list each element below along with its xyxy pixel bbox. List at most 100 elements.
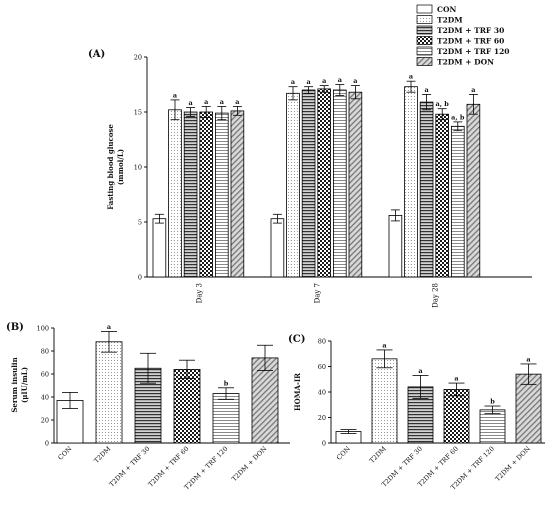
significance-label: a: [306, 78, 311, 86]
panel-label: (B): [6, 322, 24, 333]
significance-label: a: [107, 323, 112, 331]
significance-label: b: [490, 398, 495, 406]
significance-label: a: [322, 77, 327, 85]
bar: [348, 91, 363, 278]
bar: [466, 103, 481, 278]
significance-label: a: [424, 86, 429, 94]
legend-swatch: [416, 57, 433, 66]
y-tick-label: 80: [41, 348, 49, 356]
significance-label: a: [291, 78, 296, 86]
y-tick-label: 20: [41, 417, 49, 425]
bar: [286, 92, 300, 278]
bar: [332, 89, 347, 278]
y-tick-label: 60: [41, 371, 49, 379]
x-tick-label: Day 3: [195, 283, 203, 303]
significance-label: a: [235, 98, 240, 106]
y-axis-label: HOMA-IR: [293, 373, 302, 411]
bar: [479, 409, 506, 444]
chart-serum-insulin: 0 20 40 60 80 100 (B) Serum insulin (μIU/mL) CON a…: [6, 322, 290, 492]
legend-item: T2DM + TRF 60: [416, 36, 504, 46]
x-tick-label: Day 28: [431, 283, 439, 308]
bar: [212, 393, 240, 444]
y-tick-label: 40: [41, 394, 49, 402]
legend-label: T2DM + TRF 60: [437, 37, 504, 46]
x-tick-label: T2DM + TRF 30: [108, 445, 152, 489]
y-tick-label: 15: [134, 109, 142, 117]
y-tick-label: 5: [138, 219, 142, 227]
y-axis-unit: (μIU/mL): [20, 367, 29, 403]
legend-item: CON: [416, 4, 457, 14]
bar: [435, 113, 449, 278]
y-tick-label: 0: [322, 440, 326, 448]
legend-swatch: [416, 4, 433, 14]
legend-label: T2DM + DON: [437, 58, 494, 67]
x-tick-label: CON: [335, 445, 352, 462]
bar: [214, 112, 229, 278]
bar: [251, 357, 279, 444]
bar: [230, 110, 245, 278]
bar: [404, 86, 418, 278]
legend-label: T2DM: [437, 16, 463, 25]
bar: [183, 111, 198, 278]
y-tick-label: 0: [138, 274, 142, 282]
x-tick-label: T2DM + DON: [230, 445, 269, 484]
y-tick-label: 10: [134, 164, 142, 172]
x-tick-label: T2DM + TRF 120: [183, 445, 230, 492]
significance-label: a: [382, 341, 387, 349]
significance-label: a: [204, 98, 209, 106]
legend-swatch: [416, 36, 433, 45]
y-tick-label: 80: [318, 338, 326, 346]
significance-label: a, b: [451, 113, 465, 121]
y-tick-label: 100: [37, 325, 49, 333]
y-tick-label: 0: [45, 440, 49, 448]
bar: [270, 218, 285, 278]
legend-label: T2DM + TRF 30: [437, 26, 504, 35]
significance-label: a: [418, 367, 423, 375]
y-tick-label: 60: [318, 363, 326, 371]
x-tick-label: CON: [56, 445, 73, 462]
bar: [199, 111, 214, 278]
y-axis-unit: (mmol/L): [116, 149, 125, 185]
bar: [450, 125, 465, 278]
bar: [168, 109, 182, 278]
significance-label: a, b: [436, 100, 450, 108]
significance-label: a: [471, 86, 476, 94]
x-tick-label: T2DM + TRF 60: [147, 445, 191, 489]
legend-swatch: [416, 25, 433, 35]
chart-fasting-blood-glucose: 0 5 10 15 20 (A) Fasting blood glucose (mmol/L)…: [88, 49, 532, 308]
significance-label: a: [409, 73, 414, 81]
significance-label: a: [454, 375, 459, 383]
y-axis-label: Fasting blood glucose: [106, 124, 115, 210]
bar: [95, 341, 123, 444]
significance-label: b: [224, 379, 229, 387]
x-tick-label: Day 7: [313, 283, 321, 303]
y-tick-label: 40: [318, 389, 326, 397]
legend-label: T2DM + TRF 120: [437, 47, 510, 56]
x-tick-label: T2DM + DON: [494, 445, 533, 484]
legend-item: T2DM: [416, 15, 463, 25]
bar: [388, 214, 403, 278]
x-tick-label: T2DM: [92, 445, 112, 465]
panel-label: (A): [88, 49, 105, 60]
significance-label: a: [220, 98, 225, 106]
bar: [371, 358, 398, 444]
bar: [443, 389, 470, 444]
legend-swatch: [416, 15, 433, 24]
y-tick-label: 20: [134, 54, 142, 62]
x-tick-label: T2DM: [368, 445, 388, 465]
legend-label: CON: [437, 5, 457, 14]
bar: [317, 88, 331, 278]
bar: [301, 89, 316, 278]
y-axis-label: Serum insulin: [10, 357, 19, 412]
significance-label: a: [188, 99, 193, 107]
legend-item: T2DM + TRF 120: [416, 46, 510, 56]
significance-label: a: [353, 77, 358, 85]
panel-label: (C): [288, 334, 305, 345]
legend-swatch: [416, 46, 433, 56]
significance-label: a: [338, 76, 343, 84]
bar: [419, 101, 434, 278]
bar: [152, 218, 167, 278]
